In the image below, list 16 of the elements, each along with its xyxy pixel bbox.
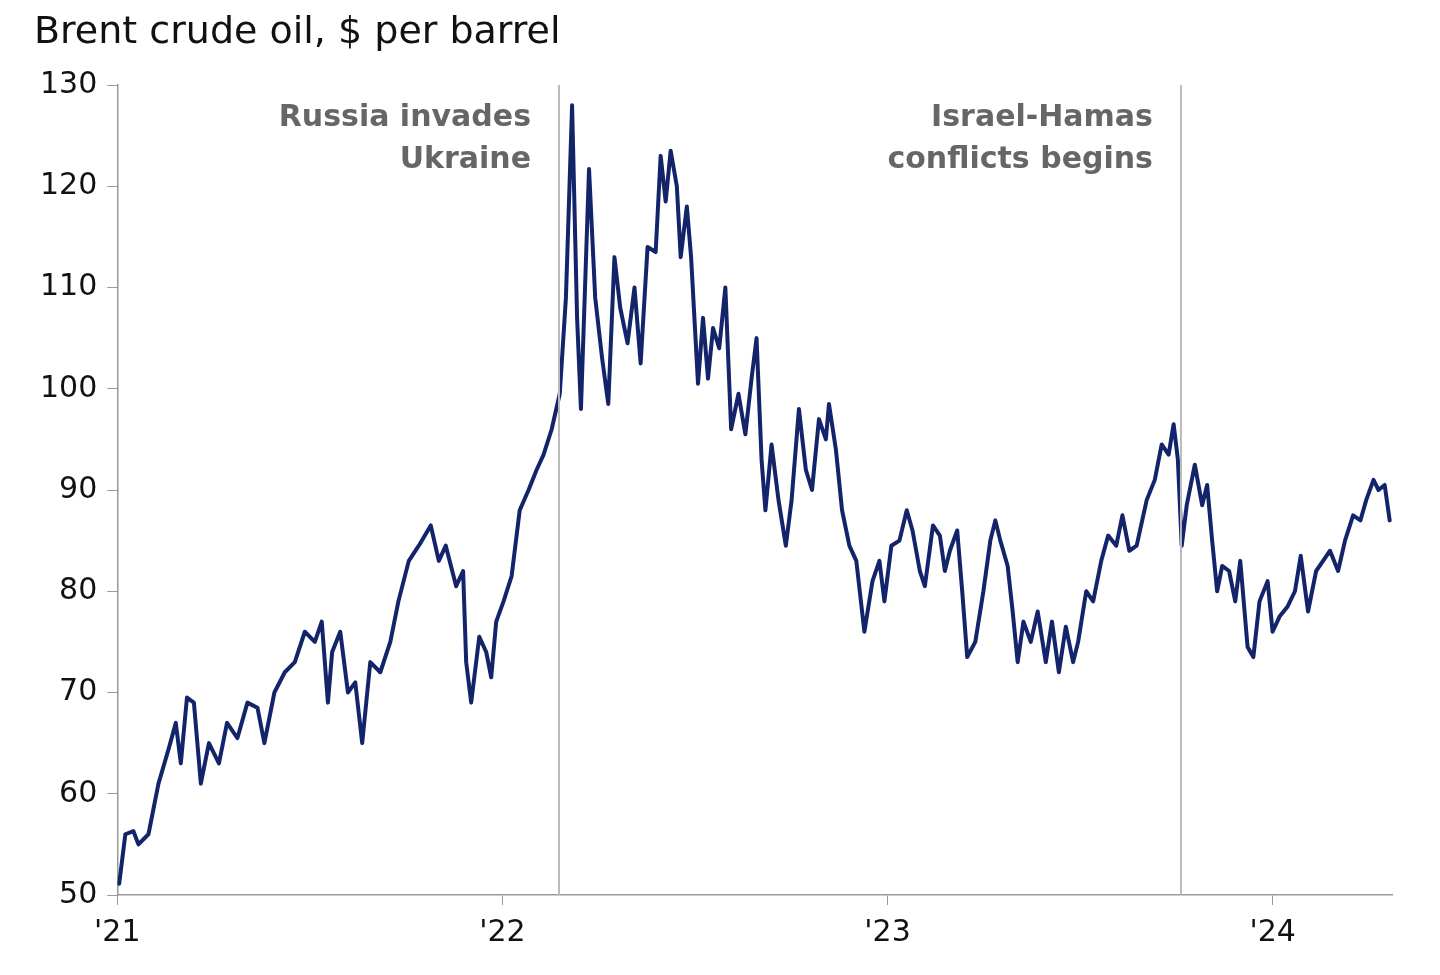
ref-line-label: Russia invades Ukraine (278, 97, 531, 175)
ref-line-label: Israel-Hamas conflicts begins (887, 97, 1153, 175)
y-tick-label: 60 (59, 773, 98, 809)
x-tick-label: '23 (864, 912, 911, 948)
y-tick-label: 70 (59, 672, 98, 708)
y-tick-label: 130 (40, 64, 98, 100)
y-tick-label: 90 (59, 469, 98, 505)
y-tick-label: 110 (40, 267, 98, 303)
x-tick-label: '21 (94, 912, 141, 948)
chart-title: Brent crude oil, $ per barrel (34, 8, 561, 52)
y-tick-label: 120 (40, 166, 98, 202)
x-tick-label: '24 (1249, 912, 1296, 948)
y-tick-label: 50 (59, 874, 98, 910)
x-tick-label: '22 (479, 912, 526, 948)
y-tick-label: 80 (59, 571, 98, 607)
y-tick-label: 100 (40, 368, 98, 404)
